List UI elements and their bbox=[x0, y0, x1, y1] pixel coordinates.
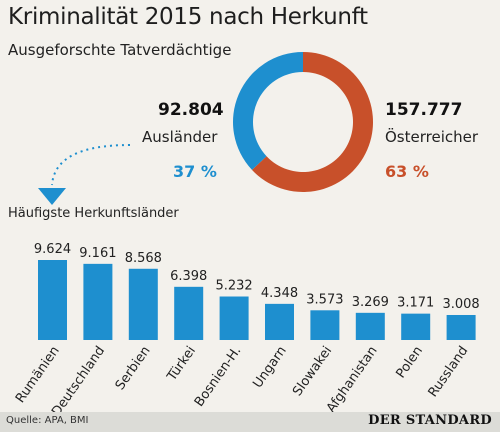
bar bbox=[401, 313, 431, 340]
category-label: Bosnien-H. bbox=[192, 344, 245, 410]
bar-chart: 9.624Rumänien9.161Deutschland8.568Serbie… bbox=[13, 242, 480, 419]
bar-value-label: 9.161 bbox=[79, 246, 116, 261]
bar bbox=[310, 310, 340, 340]
bar bbox=[446, 314, 476, 340]
category-label: Serbien bbox=[113, 344, 154, 393]
bar-value-label: 4.348 bbox=[261, 286, 298, 301]
bar-value-label: 3.008 bbox=[442, 297, 479, 312]
source-note: Quelle: APA, BMI bbox=[6, 415, 89, 426]
bar-value-label: 5.232 bbox=[215, 279, 252, 294]
bar bbox=[128, 268, 158, 340]
donut-slice-oesterreicher bbox=[251, 52, 373, 192]
section-label: Häufigste Herkunftsländer bbox=[8, 206, 179, 221]
category-label: Türkei bbox=[164, 344, 199, 385]
austrians-percent: 63 % bbox=[385, 162, 429, 181]
bar bbox=[174, 286, 204, 340]
bar bbox=[83, 263, 113, 340]
bar-value-label: 6.398 bbox=[170, 269, 207, 284]
category-label: Ungarn bbox=[250, 344, 289, 391]
category-label: Polen bbox=[394, 344, 426, 381]
brand-logo: DER STANDARD bbox=[368, 413, 492, 428]
category-label: Slowakei bbox=[290, 344, 335, 399]
austrians-label: Österreicher bbox=[385, 128, 479, 146]
donut-chart bbox=[232, 52, 373, 192]
austrians-count: 157.777 bbox=[385, 100, 463, 120]
foreigners-count: 92.804 bbox=[158, 100, 224, 120]
bar-value-label: 3.269 bbox=[352, 295, 389, 310]
donut-slice-auslaender bbox=[232, 52, 303, 170]
bar bbox=[355, 312, 385, 340]
chart-title: Kriminalität 2015 nach Herkunft bbox=[8, 4, 368, 30]
chart-subtitle: Ausgeforschte Tatverdächtige bbox=[8, 41, 232, 59]
foreigners-label: Ausländer bbox=[142, 128, 218, 146]
bar-value-label: 8.568 bbox=[125, 251, 162, 266]
foreigners-percent: 37 % bbox=[173, 162, 217, 181]
category-label: Russland bbox=[426, 344, 472, 400]
arrow-down-icon bbox=[38, 188, 66, 205]
category-label: Rumänien bbox=[13, 344, 63, 406]
bar bbox=[38, 260, 67, 340]
bar-value-label: 3.573 bbox=[306, 292, 343, 307]
dotted-arrow-line bbox=[51, 144, 131, 186]
bar bbox=[265, 303, 294, 340]
bar bbox=[219, 296, 249, 340]
footer: Quelle: APA, BMI DER STANDARD bbox=[0, 412, 500, 432]
bar-value-label: 3.171 bbox=[397, 296, 434, 311]
bar-value-label: 9.624 bbox=[34, 242, 71, 257]
